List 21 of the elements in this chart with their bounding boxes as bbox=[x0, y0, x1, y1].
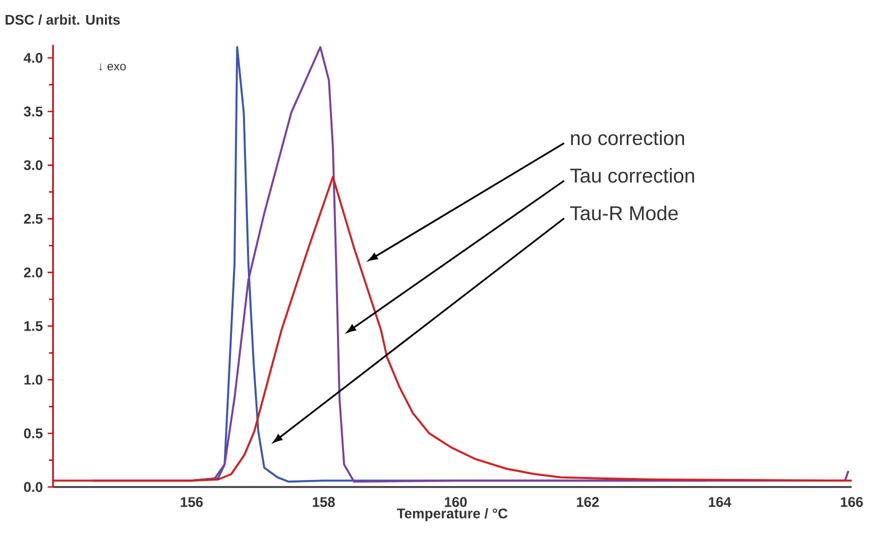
y-axis-title: DSC / arbit. Units bbox=[6, 14, 120, 25]
annotation: no correction bbox=[571, 130, 684, 146]
x-tick-label: 162 bbox=[576, 497, 599, 507]
x-tick-label: 160 bbox=[444, 497, 467, 507]
y-tick-label: 4.0 bbox=[24, 52, 42, 63]
x-axis-title: Temperature / °C bbox=[396, 508, 508, 522]
y-tick-label: 2.0 bbox=[24, 267, 42, 278]
x-tick-label: 164 bbox=[708, 497, 732, 507]
annotation: Tau-R Mode bbox=[570, 206, 678, 220]
y-tick-label: 1.0 bbox=[24, 374, 42, 385]
y-tick-label: 3.5 bbox=[24, 106, 43, 116]
x-tick-label: 156 bbox=[180, 497, 203, 507]
y-tick-label: 0.0 bbox=[24, 482, 42, 492]
y-tick-label: 0.5 bbox=[24, 428, 43, 438]
x-tick-label: 158 bbox=[312, 497, 335, 507]
y-tick-label: 1.5 bbox=[24, 321, 43, 331]
y-tick-label: 3.0 bbox=[24, 160, 42, 170]
annotation: Tau correction bbox=[570, 168, 694, 183]
y-tick-label: 2.5 bbox=[24, 214, 43, 224]
x-tick-label: 166 bbox=[840, 497, 863, 507]
annotation: ↓ exo bbox=[99, 64, 126, 71]
